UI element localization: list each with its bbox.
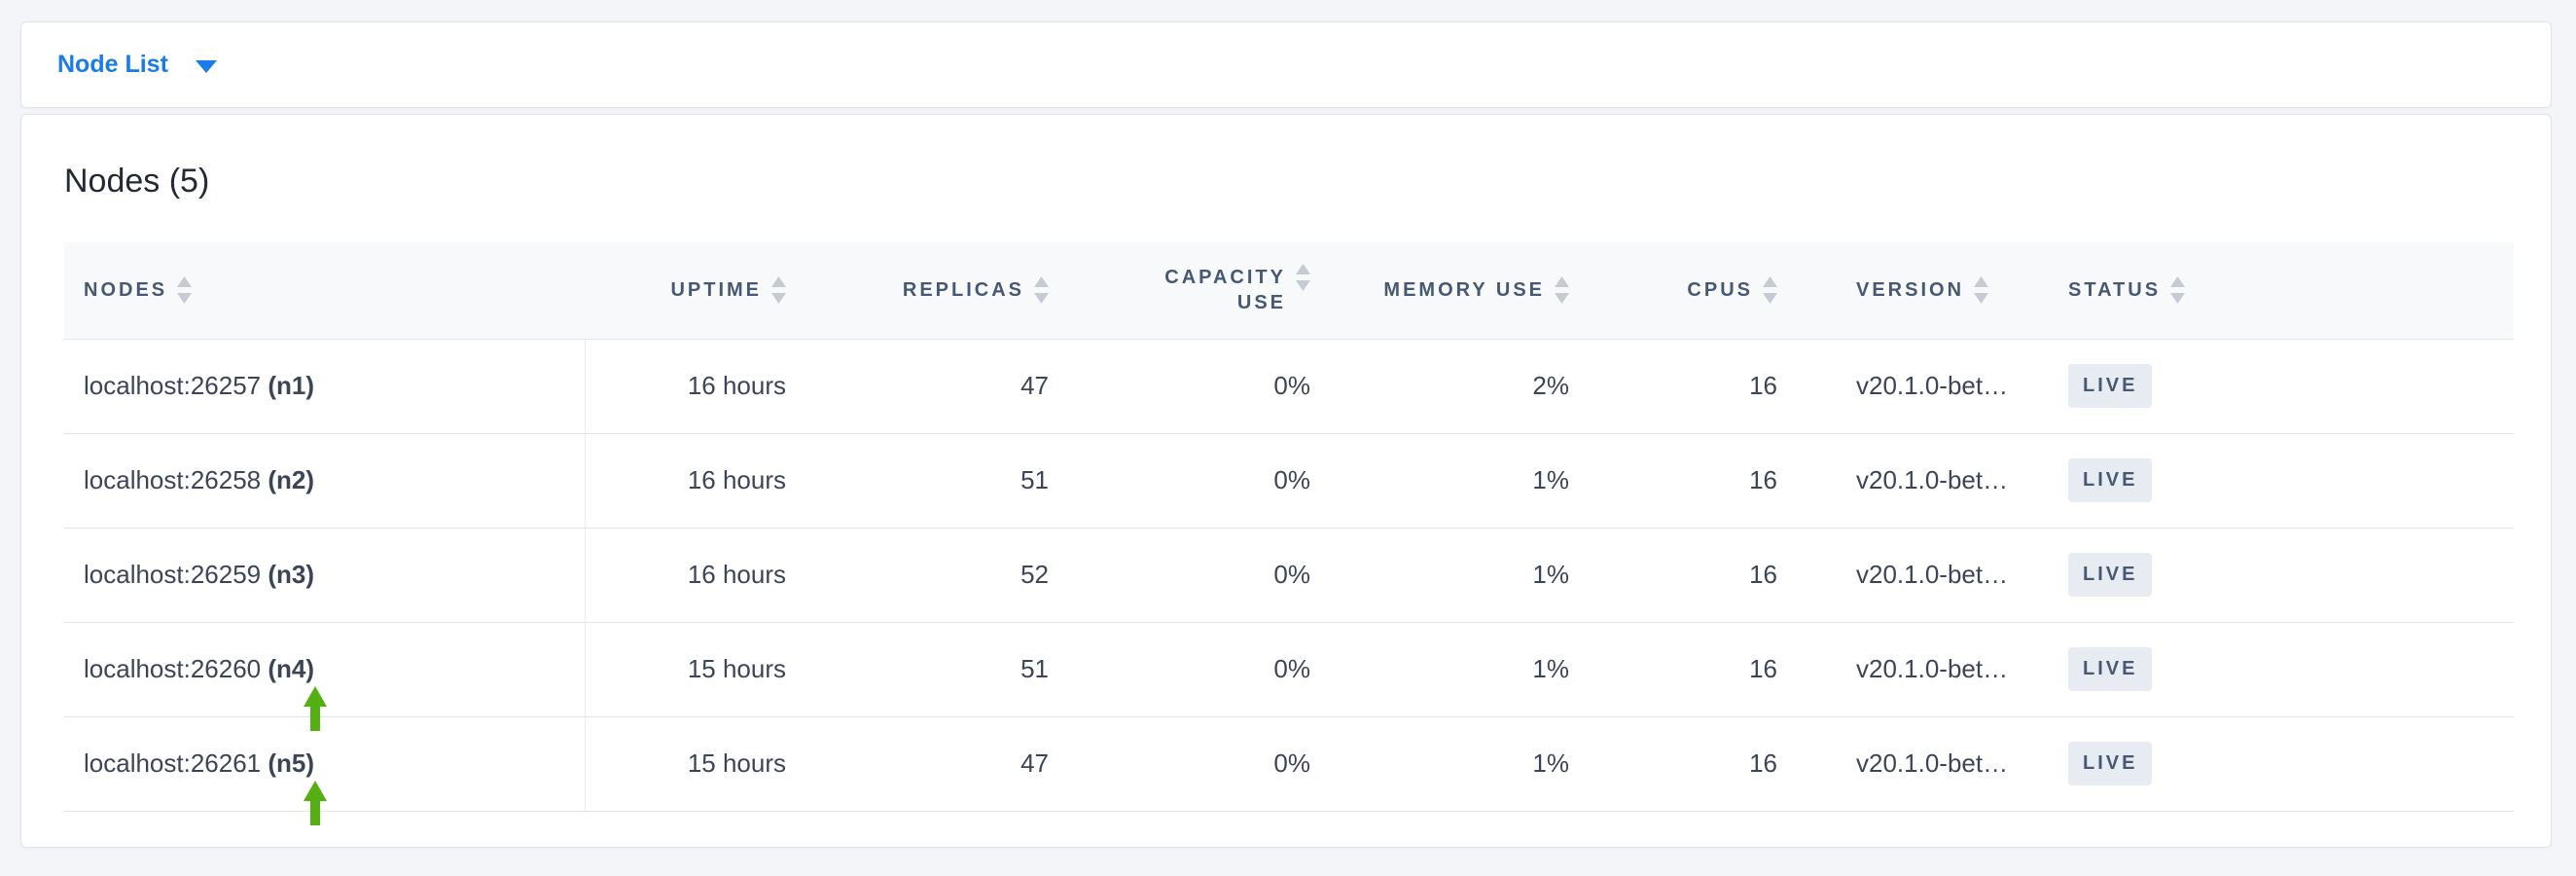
cpus-cell: 16: [1589, 528, 1797, 623]
sort-icon: [177, 276, 193, 305]
status-cell: LIVE: [2068, 433, 2514, 529]
replicas-cell: 51: [805, 622, 1068, 717]
node-address: localhost:26257: [84, 371, 268, 400]
node-address-cell: localhost:26259 (n3): [64, 528, 586, 623]
sort-icon: [2170, 276, 2186, 305]
sort-icon: [1296, 264, 1310, 292]
node-address: localhost:26259: [84, 560, 268, 589]
column-header-uptime[interactable]: UPTIME: [585, 242, 805, 340]
status-badge: LIVE: [2068, 553, 2153, 597]
green-up-arrow-icon: [304, 685, 327, 731]
view-selector-label: Node List: [57, 51, 168, 78]
column-header-cpus[interactable]: CPUS: [1589, 242, 1797, 340]
sort-icon: [1034, 276, 1049, 305]
version-cell: v20.1.0-bet…: [1797, 433, 2068, 529]
table-row: localhost:26259 (n3) 16 hours 52 0% 1% 16 v20.…: [64, 528, 2514, 623]
column-header-memory-use[interactable]: MEMORY USE: [1330, 242, 1589, 340]
status-cell: LIVE: [2068, 528, 2514, 623]
capacity-use-cell: 0%: [1068, 433, 1330, 529]
node-address-cell: localhost:26261 (n5): [64, 716, 586, 825]
node-id: (n2): [268, 465, 315, 494]
sort-icon: [1555, 276, 1569, 305]
table-row: localhost:26257 (n1) 16 hours 47 0% 2% 16 v20.…: [64, 339, 2514, 434]
nodes-table: NODES UPTIME REPLICAS CAPACITY USE MEMOR: [64, 242, 2514, 825]
sort-icon: [1763, 276, 1777, 305]
page-title: Nodes (5): [64, 163, 210, 200]
column-header-status[interactable]: STATUS: [2068, 242, 2514, 340]
table-row: localhost:26260 (n4) 15 hours 51 0% 1% 16 v20…: [64, 622, 2514, 731]
node-address: localhost:26258: [84, 465, 268, 494]
node-id: (n1): [268, 371, 315, 400]
cpus-cell: 16: [1589, 716, 1797, 812]
view-selector-bar: Node List: [20, 21, 2552, 108]
status-badge: LIVE: [2068, 458, 2153, 502]
status-cell: LIVE: [2068, 339, 2514, 434]
sort-icon: [771, 276, 786, 305]
status-cell: LIVE: [2068, 622, 2514, 717]
node-address-cell: localhost:26257 (n1): [64, 339, 586, 434]
node-address-cell: localhost:26260 (n4): [64, 622, 586, 731]
chevron-down-icon: [195, 59, 217, 73]
memory-use-cell: 1%: [1330, 433, 1589, 529]
table-header-row: NODES UPTIME REPLICAS CAPACITY USE MEMOR: [64, 242, 2514, 340]
table-row: localhost:26258 (n2) 16 hours 51 0% 1% 16 v20.…: [64, 433, 2514, 529]
capacity-use-cell: 0%: [1068, 339, 1330, 434]
node-id: (n4): [268, 654, 315, 683]
version-cell: v20.1.0-bet…: [1797, 622, 2068, 717]
memory-use-cell: 1%: [1330, 716, 1589, 812]
version-cell: v20.1.0-bet…: [1797, 716, 2068, 812]
status-badge: LIVE: [2068, 647, 2153, 691]
column-header-replicas[interactable]: REPLICAS: [805, 242, 1068, 340]
node-address: localhost:26261: [84, 748, 268, 778]
status-cell: LIVE: [2068, 716, 2514, 812]
uptime-cell: 16 hours: [585, 433, 805, 529]
sort-icon: [1974, 276, 1989, 305]
replicas-cell: 47: [805, 716, 1068, 812]
node-id: (n5): [268, 748, 315, 778]
uptime-cell: 16 hours: [585, 528, 805, 623]
version-cell: v20.1.0-bet…: [1797, 528, 2068, 623]
cpus-cell: 16: [1589, 433, 1797, 529]
capacity-use-cell: 0%: [1068, 528, 1330, 623]
replicas-cell: 52: [805, 528, 1068, 623]
column-header-capacity-use[interactable]: CAPACITY USE: [1068, 242, 1330, 340]
column-header-version[interactable]: VERSION: [1797, 242, 2068, 340]
node-list-card: Nodes (5) NODES UPTIME REPLICAS: [20, 114, 2552, 848]
view-selector[interactable]: Node List: [57, 53, 217, 77]
uptime-cell: 15 hours: [585, 716, 805, 812]
cpus-cell: 16: [1589, 339, 1797, 434]
status-badge: LIVE: [2068, 364, 2153, 408]
uptime-cell: 15 hours: [585, 622, 805, 717]
status-badge: LIVE: [2068, 742, 2153, 785]
table-row: localhost:26261 (n5) 15 hours 47 0% 1% 16 v20…: [64, 716, 2514, 825]
node-address-cell: localhost:26258 (n2): [64, 433, 586, 529]
capacity-use-cell: 0%: [1068, 622, 1330, 717]
column-header-nodes[interactable]: NODES: [64, 242, 585, 340]
node-address: localhost:26260: [84, 654, 268, 683]
node-id: (n3): [268, 560, 315, 589]
version-cell: v20.1.0-bet…: [1797, 339, 2068, 434]
cpus-cell: 16: [1589, 622, 1797, 717]
memory-use-cell: 1%: [1330, 528, 1589, 623]
memory-use-cell: 2%: [1330, 339, 1589, 434]
replicas-cell: 47: [805, 339, 1068, 434]
capacity-use-cell: 0%: [1068, 716, 1330, 812]
replicas-cell: 51: [805, 433, 1068, 529]
memory-use-cell: 1%: [1330, 622, 1589, 717]
uptime-cell: 16 hours: [585, 339, 805, 434]
green-up-arrow-icon: [304, 780, 327, 825]
